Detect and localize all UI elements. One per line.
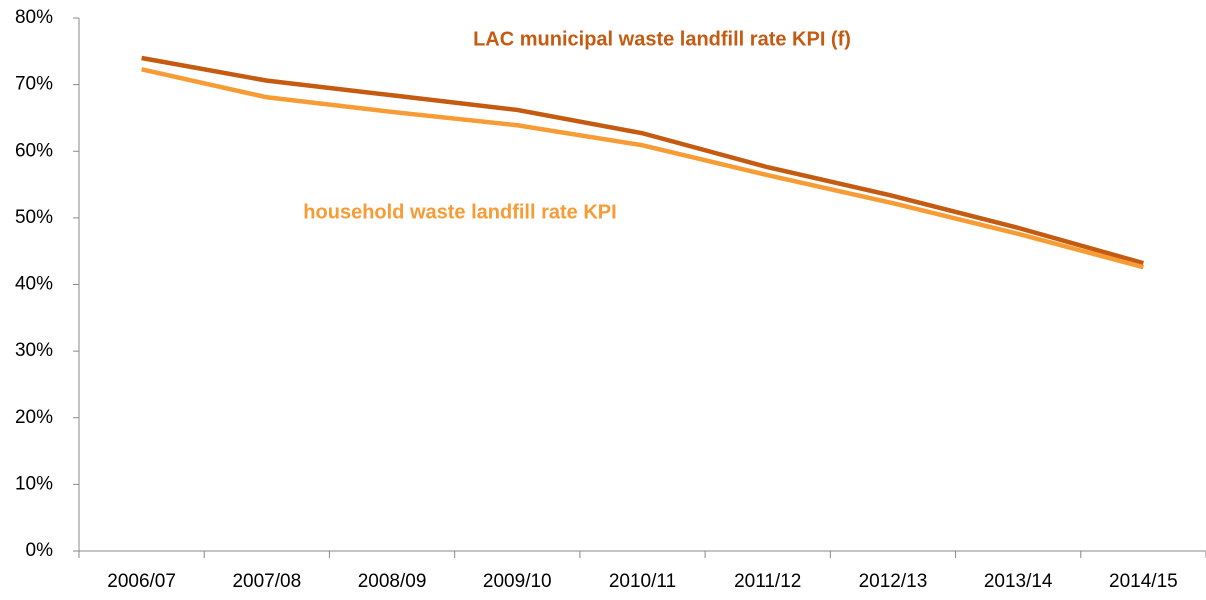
y-tick-label: 40% bbox=[15, 274, 53, 295]
y-tick-label: 10% bbox=[15, 473, 53, 494]
x-tick-label: 2010/11 bbox=[609, 571, 676, 592]
x-tick-label: 2012/13 bbox=[859, 571, 928, 592]
series-line bbox=[141, 67, 1144, 270]
y-tick-label: 0% bbox=[26, 540, 54, 561]
series-line bbox=[141, 55, 1145, 266]
x-tick-label: 2013/14 bbox=[984, 571, 1053, 592]
y-tick-label: 20% bbox=[15, 407, 53, 428]
series-label: LAC municipal waste landfill rate KPI (f… bbox=[473, 28, 851, 50]
x-tick-label: 2011/12 bbox=[734, 571, 801, 592]
y-tick-label: 80% bbox=[15, 7, 53, 28]
y-tick-label: 50% bbox=[15, 207, 53, 228]
y-tick-label: 60% bbox=[15, 140, 53, 161]
x-tick-label: 2007/08 bbox=[232, 571, 301, 592]
y-tick-label: 30% bbox=[15, 340, 53, 361]
x-tick-label: 2006/07 bbox=[107, 571, 176, 592]
y-tick-label: 70% bbox=[15, 74, 53, 95]
x-tick-label: 2014/15 bbox=[1109, 571, 1178, 592]
x-tick-label: 2009/10 bbox=[483, 571, 552, 592]
series-label: household waste landfill rate KPI bbox=[303, 201, 616, 223]
x-tick-label: 2008/09 bbox=[358, 571, 427, 592]
